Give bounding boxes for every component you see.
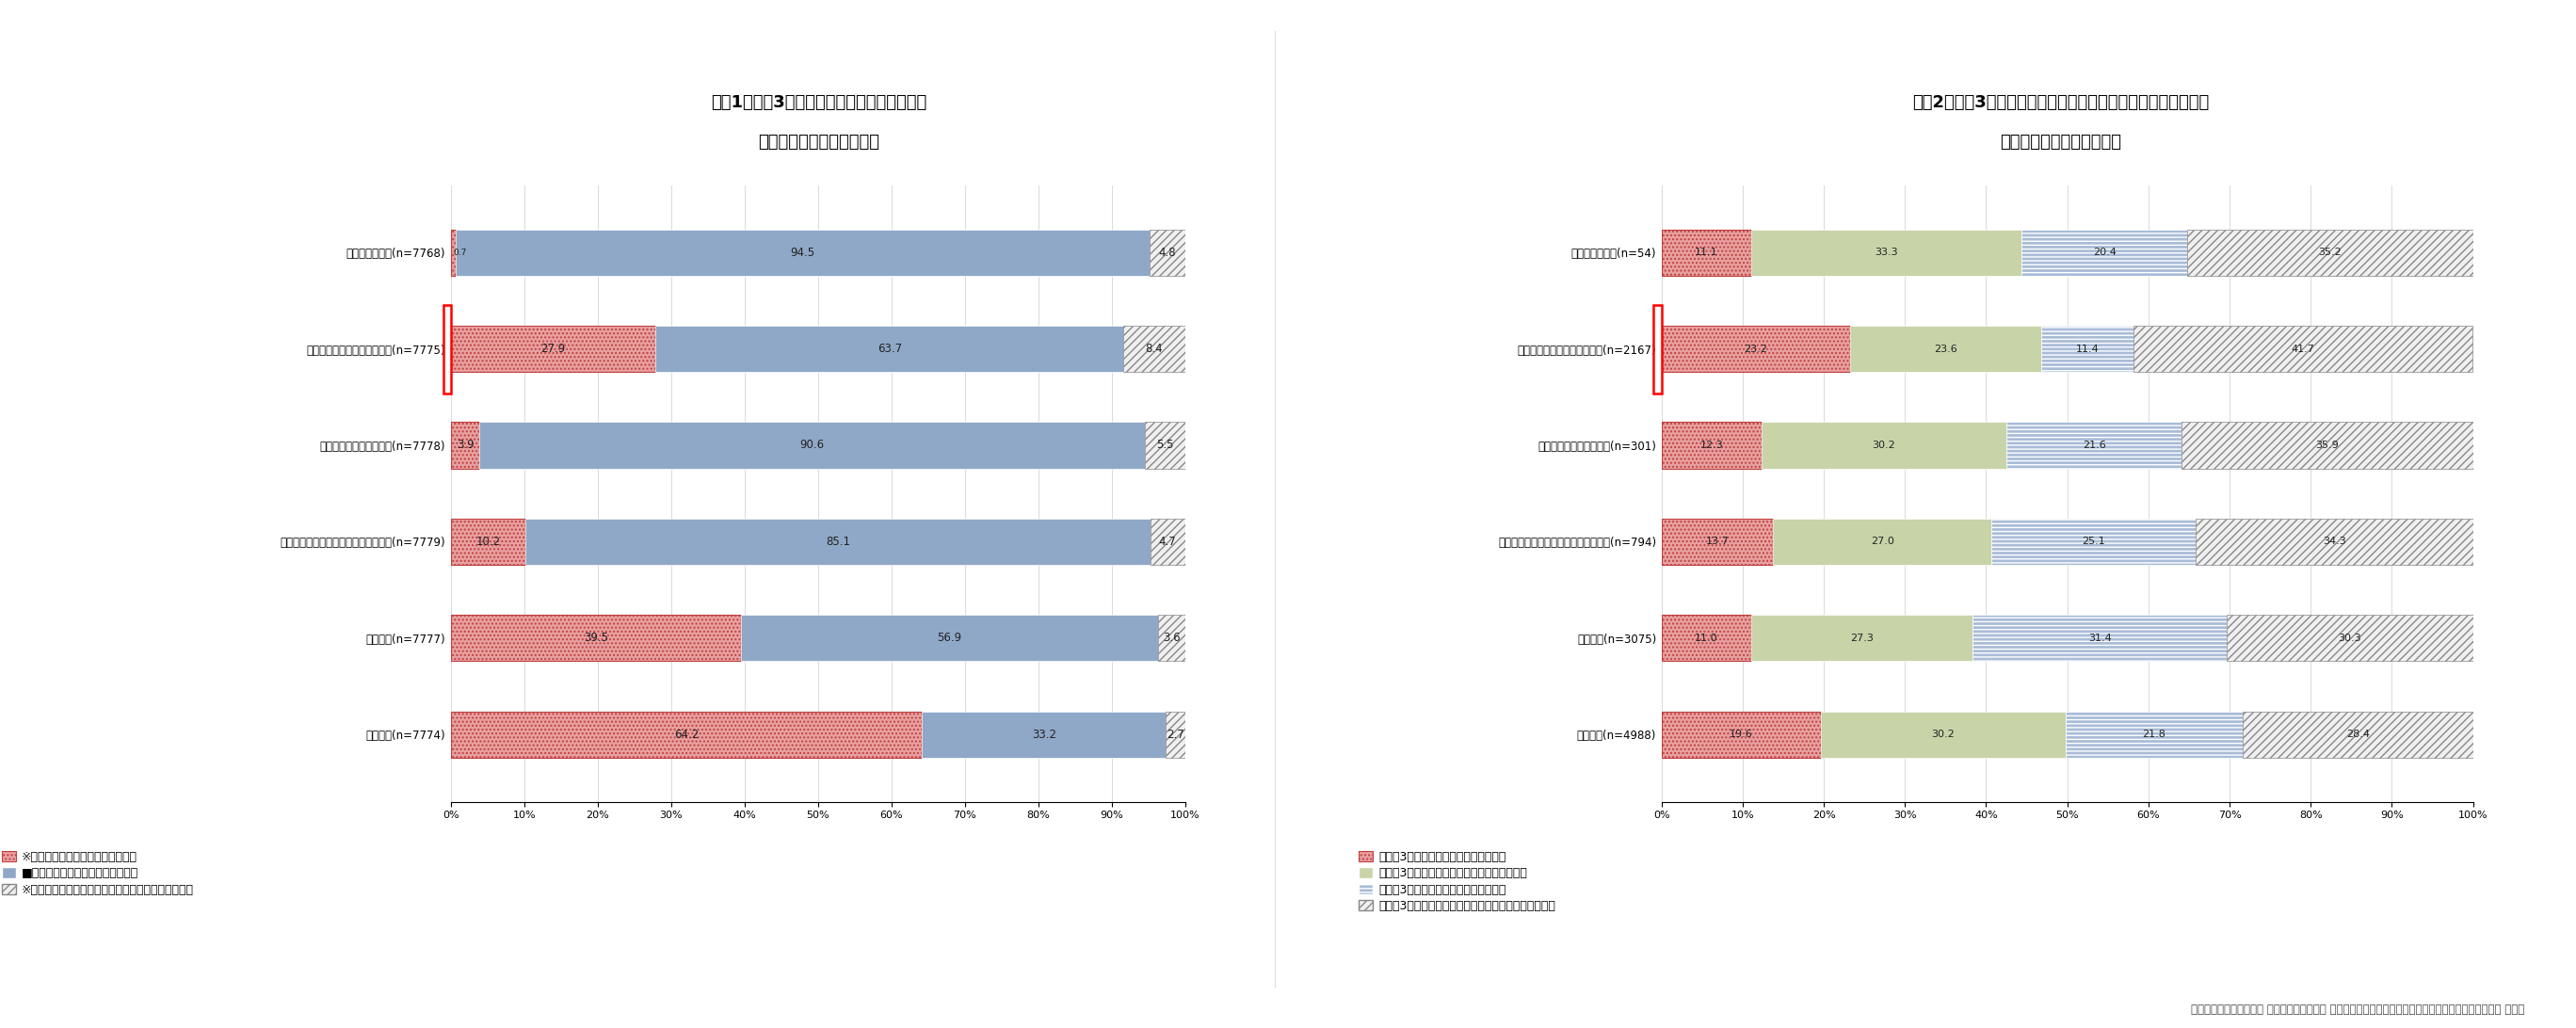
- Bar: [2040, 326, 2133, 372]
- Text: 8.4: 8.4: [1146, 342, 1162, 355]
- Bar: [451, 229, 456, 276]
- Bar: [742, 615, 1159, 661]
- Bar: [1662, 423, 1762, 469]
- Bar: [2007, 423, 2182, 469]
- Bar: [2133, 326, 2473, 372]
- Legend: ・過去3年間に相談件数が増加している, ・過去3年間に相談があり、件数は変わらない, ・過去3年間に相談件数は減少している, ・過去3年間に相談はあるが、件数の: ・過去3年間に相談件数が増加している, ・過去3年間に相談があり、件数は変わらな…: [1360, 851, 1556, 912]
- Bar: [657, 326, 1123, 372]
- Bar: [1752, 229, 2022, 276]
- Text: 20.4: 20.4: [2092, 248, 2117, 257]
- Text: 39.5: 39.5: [585, 632, 608, 645]
- Bar: [451, 423, 479, 469]
- Text: 21.6: 21.6: [2081, 441, 2105, 450]
- Bar: [2244, 711, 2473, 758]
- Bar: [451, 711, 922, 758]
- Text: 23.2: 23.2: [1744, 344, 1767, 354]
- Bar: [2228, 615, 2473, 661]
- Text: 94.5: 94.5: [791, 247, 814, 259]
- Bar: [451, 518, 526, 564]
- Text: 19.6: 19.6: [1728, 730, 1752, 739]
- Text: 30.2: 30.2: [1932, 730, 1955, 739]
- Text: 21.8: 21.8: [2143, 730, 2166, 739]
- Text: 56.9: 56.9: [938, 632, 961, 645]
- Text: 34.3: 34.3: [2324, 537, 2347, 546]
- Text: 13.7: 13.7: [1705, 537, 1728, 546]
- Text: 31.4: 31.4: [2089, 633, 2112, 642]
- Text: 28.4: 28.4: [2347, 730, 2370, 739]
- Bar: [1159, 615, 1185, 661]
- Text: 25.1: 25.1: [2081, 537, 2105, 546]
- Bar: [526, 518, 1151, 564]
- Text: 85.1: 85.1: [827, 536, 850, 548]
- Text: 【図1】過去3年間のハラスメントの相談有無: 【図1】過去3年間のハラスメントの相談有無: [711, 95, 927, 111]
- Text: 3.9: 3.9: [456, 439, 474, 451]
- Bar: [1151, 518, 1185, 564]
- Text: 63.7: 63.7: [878, 342, 902, 355]
- Bar: [1123, 326, 1185, 372]
- Bar: [1772, 518, 1991, 564]
- Legend: ※ハラスメントに関する相談がある, ■ハラスメントに関する相談はない, ※ハラスメントに関する相談の有無を把握していない: ※ハラスメントに関する相談がある, ■ハラスメントに関する相談はない, ※ハラス…: [3, 851, 193, 895]
- Text: 3.6: 3.6: [1162, 632, 1180, 645]
- Text: 10.2: 10.2: [477, 536, 500, 548]
- Bar: [1662, 615, 1752, 661]
- Bar: [2187, 229, 2473, 276]
- Text: 35.9: 35.9: [2316, 441, 2339, 450]
- Text: 33.2: 33.2: [1033, 728, 1056, 740]
- Bar: [1762, 423, 2007, 469]
- Bar: [1821, 711, 2066, 758]
- Text: （ハラスメントの種類別）: （ハラスメントの種類別）: [1999, 134, 2123, 150]
- Bar: [1662, 711, 1821, 758]
- Bar: [1662, 326, 1850, 372]
- Bar: [2195, 518, 2473, 564]
- Text: 4.7: 4.7: [1159, 536, 1177, 548]
- Text: 11.0: 11.0: [1695, 633, 1718, 642]
- Text: 27.3: 27.3: [1850, 633, 1873, 642]
- Text: 30.2: 30.2: [1873, 441, 1896, 450]
- Text: 27.9: 27.9: [541, 342, 567, 355]
- Bar: [2066, 711, 2244, 758]
- Text: 0.7: 0.7: [453, 249, 466, 257]
- Text: 35.2: 35.2: [2318, 248, 2342, 257]
- Bar: [1149, 229, 1185, 276]
- Bar: [2022, 229, 2187, 276]
- Text: 2.7: 2.7: [1167, 728, 1185, 740]
- Bar: [451, 326, 657, 372]
- Text: 30.3: 30.3: [2339, 633, 2362, 642]
- Text: 41.7: 41.7: [2290, 344, 2316, 354]
- Bar: [1662, 229, 1752, 276]
- Text: 90.6: 90.6: [799, 439, 824, 451]
- Bar: [1752, 615, 1973, 661]
- Bar: [1991, 518, 2195, 564]
- Text: 5.5: 5.5: [1157, 439, 1175, 451]
- Text: 64.2: 64.2: [675, 728, 698, 740]
- Text: 4.8: 4.8: [1159, 247, 1177, 259]
- Text: （ハラスメントの種類別）: （ハラスメントの種類別）: [757, 134, 881, 150]
- Bar: [1662, 518, 1772, 564]
- Text: 12.3: 12.3: [1700, 441, 1723, 450]
- Text: 23.6: 23.6: [1935, 344, 1958, 354]
- Bar: [456, 229, 1149, 276]
- Bar: [479, 423, 1144, 469]
- Text: 27.0: 27.0: [1870, 537, 1893, 546]
- Text: グラフ出典：令和５年度 厚生労働省委託事業 職場のハラスメントに関する実態調査報告書（厚生労働省 発表）: グラフ出典：令和５年度 厚生労働省委託事業 職場のハラスメントに関する実態調査報…: [2192, 1003, 2524, 1016]
- Bar: [1850, 326, 2040, 372]
- Text: 11.1: 11.1: [1695, 248, 1718, 257]
- Text: 11.4: 11.4: [2076, 344, 2099, 354]
- Text: 【図2】過去3年間に相談があった企業における相談件数の推移: 【図2】過去3年間に相談があった企業における相談件数の推移: [1911, 95, 2210, 111]
- Bar: [1144, 423, 1185, 469]
- Bar: [922, 711, 1167, 758]
- Text: 33.3: 33.3: [1875, 248, 1899, 257]
- Bar: [1973, 615, 2228, 661]
- Bar: [1167, 711, 1185, 758]
- Bar: [2182, 423, 2473, 469]
- Bar: [451, 615, 742, 661]
